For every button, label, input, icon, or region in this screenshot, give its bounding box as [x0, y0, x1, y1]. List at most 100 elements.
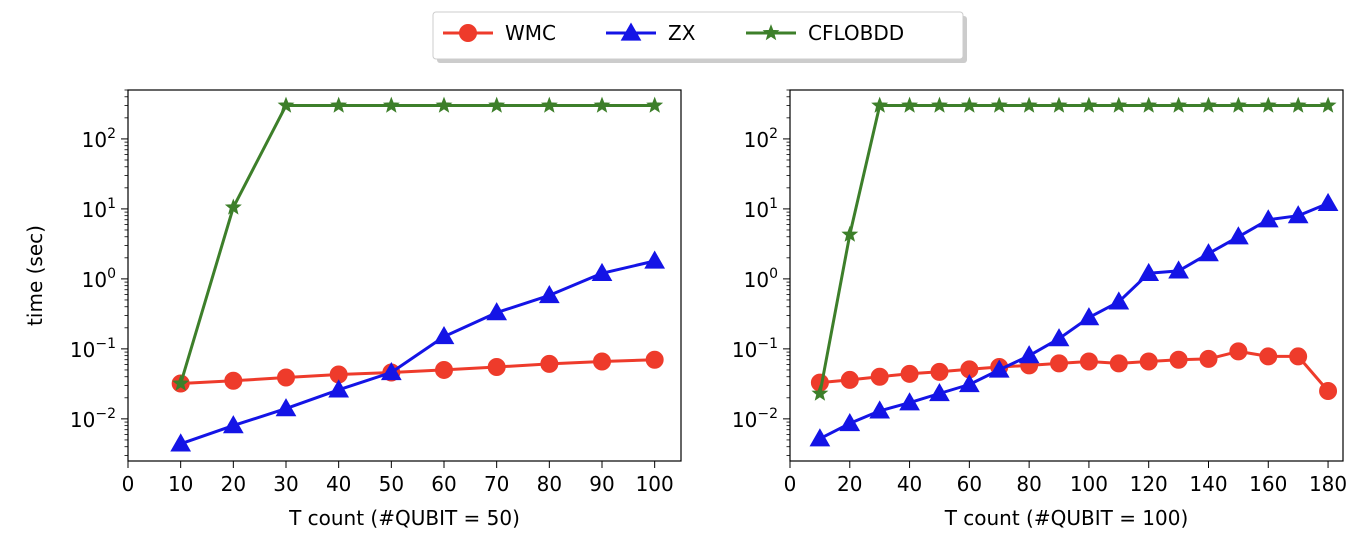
data-point-cflobdd [1170, 96, 1188, 113]
series-line-wmc [819, 349, 1330, 392]
data-point-zx [591, 262, 613, 281]
data-point-cflobdd [871, 96, 889, 113]
data-point-wmc [1259, 347, 1278, 366]
data-point-cflobdd [1229, 96, 1247, 113]
data-point-zx [809, 428, 831, 447]
y-tick-exponent: 2 [107, 126, 116, 142]
data-point-zx [275, 398, 297, 417]
y-tick-base: 10 [732, 338, 757, 362]
data-point-cflobdd [540, 96, 558, 113]
x-tick-label: 0 [784, 472, 797, 496]
data-point-zx [1228, 226, 1249, 245]
legend-label: CFLOBDD [808, 21, 904, 45]
y-axis-label: time (sec) [23, 225, 47, 326]
y-tick-label: 10−1 [732, 336, 778, 362]
data-point-cflobdd [488, 96, 506, 113]
data-point-cflobdd [1080, 96, 1098, 113]
legend: WMC ZX CFLOBDD [432, 11, 967, 63]
data-point-zx [222, 415, 244, 434]
y-tick-label: 100 [744, 266, 778, 292]
y-tick-exponent: 2 [769, 126, 778, 142]
data-point-wmc [1289, 347, 1308, 366]
data-point-cflobdd [1110, 96, 1128, 113]
data-point-zx [486, 302, 508, 321]
y-tick-label: 10−2 [70, 406, 116, 432]
x-axis-label: T count (#QUBIT = 50) [288, 506, 520, 530]
data-point-wmc [645, 350, 664, 369]
x-tick-label: 40 [326, 472, 351, 496]
data-point-zx [988, 359, 1010, 378]
data-point-wmc [1139, 352, 1158, 371]
legend-marker [459, 24, 477, 42]
y-tick-label: 101 [744, 196, 778, 222]
legend-label: ZX [668, 21, 696, 45]
data-point-zx [1287, 205, 1309, 224]
x-tick-label: 80 [1016, 472, 1041, 496]
x-tick-label: 40 [897, 472, 922, 496]
data-point-cflobdd [1259, 96, 1277, 113]
y-tick-base: 10 [82, 128, 107, 152]
x-tick-label: 0 [122, 472, 135, 496]
x-tick-label: 160 [1249, 472, 1287, 496]
data-point-zx [1048, 328, 1070, 347]
data-point-zx [1198, 243, 1219, 262]
x-tick-label: 60 [957, 472, 982, 496]
x-tick-label: 20 [221, 472, 246, 496]
y-tick-base: 10 [70, 408, 95, 432]
y-tick-base: 10 [744, 268, 769, 292]
data-point-zx [1018, 345, 1040, 364]
y-tick-exponent: 0 [769, 266, 778, 282]
data-point-wmc [900, 364, 919, 383]
series-line-zx [819, 202, 1329, 441]
legend-marker [762, 24, 780, 41]
data-point-wmc [224, 371, 243, 390]
data-point-zx [538, 284, 560, 304]
data-point-cflobdd [224, 198, 242, 215]
data-point-zx [869, 400, 891, 419]
y-tick-label: 101 [82, 196, 116, 222]
data-point-zx [170, 433, 192, 452]
y-tick-exponent: 1 [107, 196, 116, 212]
y-tick-exponent: −1 [95, 336, 116, 352]
data-point-cflobdd [1289, 96, 1307, 113]
y-tick-label: 102 [744, 126, 778, 152]
y-tick-base: 10 [744, 198, 769, 222]
data-point-cflobdd [1020, 96, 1038, 113]
x-tick-label: 20 [837, 472, 862, 496]
data-point-cflobdd [1200, 96, 1217, 113]
series-zx [809, 192, 1339, 447]
data-point-zx [433, 326, 455, 345]
data-point-wmc [1229, 342, 1248, 361]
x-tick-label: 10 [168, 472, 193, 496]
data-point-zx [929, 383, 950, 402]
y-tick-base: 10 [82, 198, 107, 222]
data-point-cflobdd [172, 374, 190, 391]
data-point-zx [1257, 209, 1279, 228]
y-tick-exponent: 1 [769, 196, 778, 212]
y-tick-label: 10−2 [732, 406, 778, 432]
series-line-wmc [180, 358, 655, 385]
data-point-wmc [840, 370, 859, 389]
plot-frame [789, 89, 1344, 462]
data-point-wmc [1199, 349, 1218, 368]
plot-area [809, 96, 1339, 447]
y-tick-base: 10 [732, 408, 757, 432]
data-point-wmc [1050, 354, 1069, 373]
data-point-cflobdd [277, 96, 295, 113]
legend-entry-cflobdd: CFLOBDD [746, 21, 904, 45]
data-point-wmc [1169, 350, 1188, 369]
plot-frame [127, 89, 682, 462]
data-point-wmc [277, 368, 295, 387]
series-zx [170, 250, 666, 452]
data-point-zx [958, 373, 980, 393]
y-tick-label: 102 [82, 126, 116, 152]
data-point-cflobdd [330, 96, 348, 113]
data-point-cflobdd [930, 96, 948, 113]
data-point-cflobdd [990, 96, 1008, 113]
data-point-cflobdd [1140, 96, 1158, 113]
series-wmc [171, 350, 664, 393]
x-tick-label: 70 [484, 472, 509, 496]
